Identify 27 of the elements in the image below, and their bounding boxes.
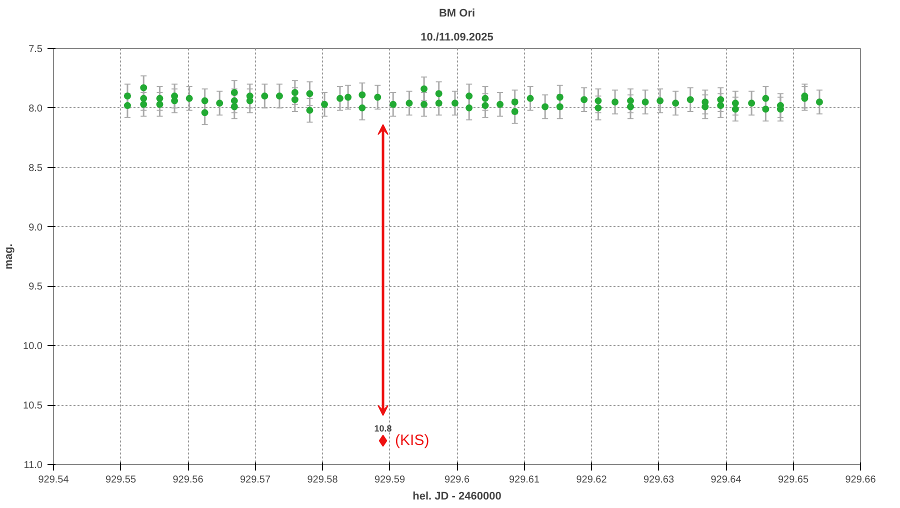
y-tick-label: 11.0 xyxy=(24,460,43,471)
x-tick-label: 929.61 xyxy=(508,474,540,486)
y-tick-label: 9.5 xyxy=(28,282,43,293)
x-tick-label: 929.54 xyxy=(38,474,70,486)
x-tick-label: 929.65 xyxy=(778,474,809,486)
y-tick-label: 8.5 xyxy=(28,162,43,174)
x-tick-label: 929.58 xyxy=(307,474,338,486)
annotation: (KIS) xyxy=(395,432,430,450)
x-tick-label: 929.63 xyxy=(643,474,674,486)
x-tick-label: 929.66 xyxy=(845,474,876,486)
y-tick-label: 8.0 xyxy=(28,103,43,114)
x-tick-label: 929.56 xyxy=(172,474,204,486)
chart-title: BM Ori xyxy=(438,8,476,20)
data-label: 10.8 xyxy=(374,424,392,434)
x-tick-label: 929.6 xyxy=(444,474,470,486)
x-tick-label: 929.59 xyxy=(374,474,406,486)
chart-subtitle: 10./11.09.2025 xyxy=(420,32,494,44)
y-tick-label: 7.5 xyxy=(28,44,43,55)
x-tick-label: 929.62 xyxy=(576,474,608,486)
x-tick-label: 929.57 xyxy=(240,474,271,486)
y-tick-label: 10.5 xyxy=(23,400,43,412)
x-tick-label: 929.55 xyxy=(105,474,136,486)
y-tick-label: 9.0 xyxy=(28,222,43,234)
x-axis-title: hel. JD - 2460000 xyxy=(412,490,502,502)
x-tick-label: 929.64 xyxy=(710,474,742,486)
y-axis-title: mag. xyxy=(3,244,16,270)
y-tick-label: 10.0 xyxy=(23,341,43,352)
